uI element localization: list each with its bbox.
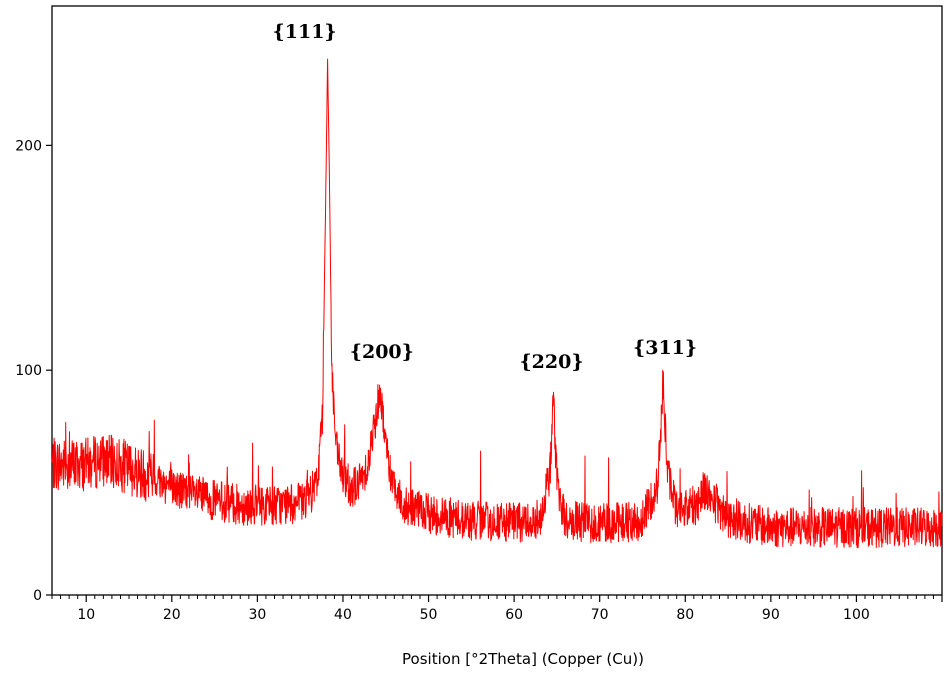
x-tick-label: 90: [762, 607, 780, 623]
y-tick-label: 100: [15, 363, 42, 379]
peak-label: {200}: [350, 341, 414, 363]
x-tick-label: 70: [591, 607, 609, 623]
peak-label: {220}: [519, 351, 583, 373]
x-tick-label: 100: [843, 607, 870, 623]
peak-label: {111}: [273, 21, 337, 43]
y-tick-label: 200: [15, 138, 42, 154]
x-tick-label: 10: [77, 607, 95, 623]
x-tick-label: 60: [505, 607, 523, 623]
x-tick-label: 20: [163, 607, 181, 623]
x-tick-label: 80: [676, 607, 694, 623]
x-axis-title: Position [°2Theta] (Copper (Cu)): [402, 650, 644, 668]
x-tick-label: 30: [248, 607, 266, 623]
y-tick-label: 0: [33, 588, 42, 604]
xrd-series-line: [51, 58, 943, 549]
x-tick-label: 40: [334, 607, 352, 623]
peak-label: {311}: [633, 337, 697, 359]
x-tick-label: 50: [420, 607, 438, 623]
